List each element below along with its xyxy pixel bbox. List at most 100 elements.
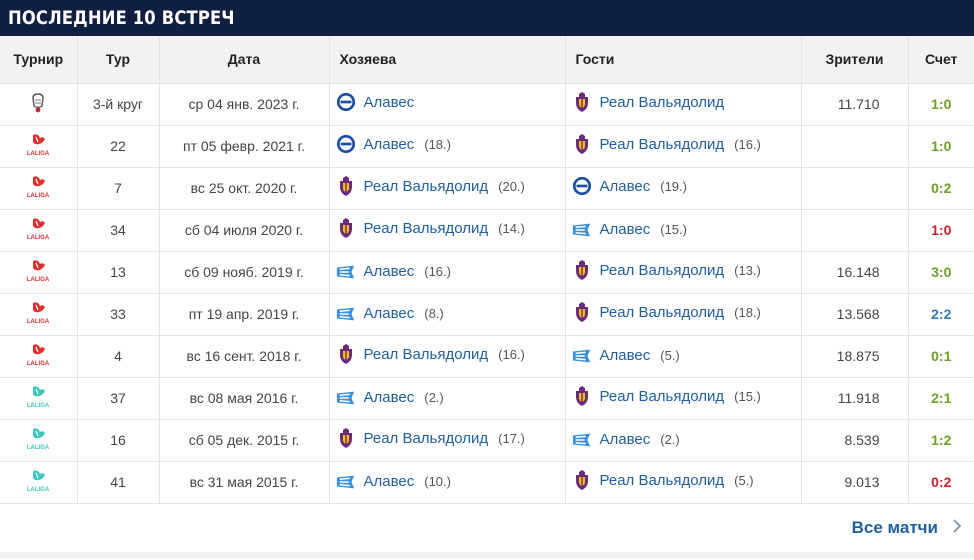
away-team-cell: Алавес (19.) [565,167,802,210]
score-cell[interactable]: 1:0 [908,83,974,126]
table-row[interactable]: LALIGA 16 сб 05 дек. 2015 г. Реал Вальядоли… [0,419,974,462]
svg-text:LALIGA: LALIGA [27,151,49,157]
away-team[interactable]: Реал Вальядолид (16.) [572,134,761,154]
home-team-name[interactable]: Алавес [363,135,415,153]
laliga-icon: LALIGA [27,133,49,157]
home-team-name[interactable]: Алавес [363,263,415,280]
date-cell: ср 04 янв. 2023 г. [159,83,330,126]
home-team-name[interactable]: Реал Вальядолид [363,345,489,363]
table-row[interactable]: LALIGA 41 вс 31 мая 2015 г. Алавес (10.) Реал… [0,461,974,504]
away-team-position: (15.) [660,222,687,237]
tournament-cell: LALIGA [0,335,78,378]
tournament-cell: LALIGA [0,125,78,168]
away-team[interactable]: Реал Вальядолид (18.) [572,302,761,322]
away-team-position: (5.) [734,472,754,488]
away-team-name[interactable]: Реал Вальядолид [599,471,725,489]
away-team-name[interactable]: Реал Вальядолид [599,135,725,153]
table-row[interactable]: LALIGA 7 вс 25 окт. 2020 г. Реал Вальядолид… [0,167,974,210]
away-team[interactable]: Алавес (5.) [572,346,680,366]
home-team-cell: Алавес (2.) [329,377,566,420]
tournament-cell: LALIGA [0,419,78,462]
home-team[interactable]: Алавес (16.) [336,262,451,282]
home-team[interactable]: Алавес (18.) [336,134,451,154]
away-team[interactable]: Реал Вальядолид (5.) [572,470,754,490]
column-header-tournament: Турнир [0,36,78,84]
attendance-cell [801,167,909,210]
away-team[interactable]: Алавес (15.) [572,220,687,240]
alaves-icon [336,92,356,112]
score-cell[interactable]: 1:0 [908,125,974,168]
home-team[interactable]: Алавес [336,92,425,112]
home-team[interactable]: Алавес (8.) [336,304,444,324]
home-team-name[interactable]: Алавес [363,93,415,111]
table-header-row: Турнир Тур Дата Хозяева Гости Зрители Сч… [0,36,974,84]
home-team-name[interactable]: Реал Вальядолид [363,177,489,195]
away-team-name[interactable]: Реал Вальядолид [599,303,725,321]
valladolid-icon [336,428,356,448]
away-team-name[interactable]: Реал Вальядолид [599,261,725,279]
score-cell[interactable]: 0:1 [908,335,974,378]
home-team[interactable]: Реал Вальядолид (14.) [336,218,525,238]
score-cell[interactable]: 1:0 [908,209,974,252]
home-team-name[interactable]: Реал Вальядолид [363,429,489,447]
table-row[interactable]: 3-й круг ср 04 янв. 2023 г. Алавес Реал Вал… [0,83,974,126]
column-header-date: Дата [159,36,330,84]
attendance-cell: 9.013 [801,461,909,504]
date-cell: вс 25 окт. 2020 г. [159,167,330,210]
home-team-cell: Реал Вальядолид (17.) [329,419,566,462]
table-row[interactable]: LALIGA 22 пт 05 февр. 2021 г. Алавес (18.) Ре… [0,125,974,168]
table-row[interactable]: LALIGA 33 пт 19 апр. 2019 г. Алавес (8.) Реал… [0,293,974,336]
score-cell[interactable]: 2:1 [908,377,974,420]
home-team-name[interactable]: Алавес [363,389,415,406]
away-team-name[interactable]: Реал Вальядолид [599,93,725,111]
column-header-home: Хозяева [329,36,566,84]
score-cell[interactable]: 0:2 [908,461,974,504]
away-team-position: (5.) [660,348,680,363]
away-team[interactable]: Алавес (2.) [572,430,680,450]
away-team-name[interactable]: Алавес [599,347,651,364]
away-team[interactable]: Алавес (19.) [572,176,687,196]
away-team-name[interactable]: Реал Вальядолид [599,387,725,405]
home-team-cell: Алавес [329,83,566,126]
away-team-name[interactable]: Алавес [599,221,651,238]
score-cell[interactable]: 1:2 [908,419,974,462]
home-team-position: (2.) [424,390,444,405]
score-cell[interactable]: 3:0 [908,251,974,294]
away-team-name[interactable]: Алавес [599,431,651,448]
column-header-attendance: Зрители [801,36,909,84]
alaves-flag-icon [572,346,592,366]
home-team[interactable]: Реал Вальядолид (17.) [336,428,525,448]
home-team-cell: Реал Вальядолид (20.) [329,167,566,210]
home-team[interactable]: Реал Вальядолид (16.) [336,344,525,364]
valladolid-icon [572,260,592,280]
date-cell: вс 16 сент. 2018 г. [159,335,330,378]
all-matches-link[interactable]: Все матчи [852,518,962,539]
table-row[interactable]: LALIGA 37 вс 08 мая 2016 г. Алавес (2.) Реал … [0,377,974,420]
home-team-position: (14.) [498,220,525,236]
table-row[interactable]: LALIGA 13 сб 09 нояб. 2019 г. Алавес (16.) Ре… [0,251,974,294]
home-team-position: (10.) [424,474,451,489]
away-team[interactable]: Реал Вальядолид [572,92,735,112]
table-row[interactable]: LALIGA 4 вс 16 сент. 2018 г. Реал Вальядоли… [0,335,974,378]
home-team-cell: Алавес (8.) [329,293,566,336]
copa-del-rey-icon [27,91,49,115]
score-cell[interactable]: 2:2 [908,293,974,336]
away-team-position: (18.) [734,304,761,320]
svg-text:LALIGA: LALIGA [27,193,49,199]
column-header-round: Тур [77,36,160,84]
home-team-name[interactable]: Алавес [363,305,415,322]
away-team-cell: Реал Вальядолид (16.) [565,125,802,168]
home-team-name[interactable]: Алавес [363,473,415,490]
round-cell: 41 [77,461,160,504]
home-team[interactable]: Реал Вальядолид (20.) [336,176,525,196]
away-team-name[interactable]: Алавес [599,177,651,195]
home-team-name[interactable]: Реал Вальядолид [363,219,489,237]
score-cell[interactable]: 0:2 [908,167,974,210]
table-row[interactable]: LALIGA 34 сб 04 июля 2020 г. Реал Вальядоли… [0,209,974,252]
away-team[interactable]: Реал Вальядолид (15.) [572,386,761,406]
home-team[interactable]: Алавес (2.) [336,388,444,408]
home-team[interactable]: Алавес (10.) [336,472,451,492]
away-team[interactable]: Реал Вальядолид (13.) [572,260,761,280]
date-cell: сб 04 июля 2020 г. [159,209,330,252]
column-header-away: Гости [565,36,802,84]
